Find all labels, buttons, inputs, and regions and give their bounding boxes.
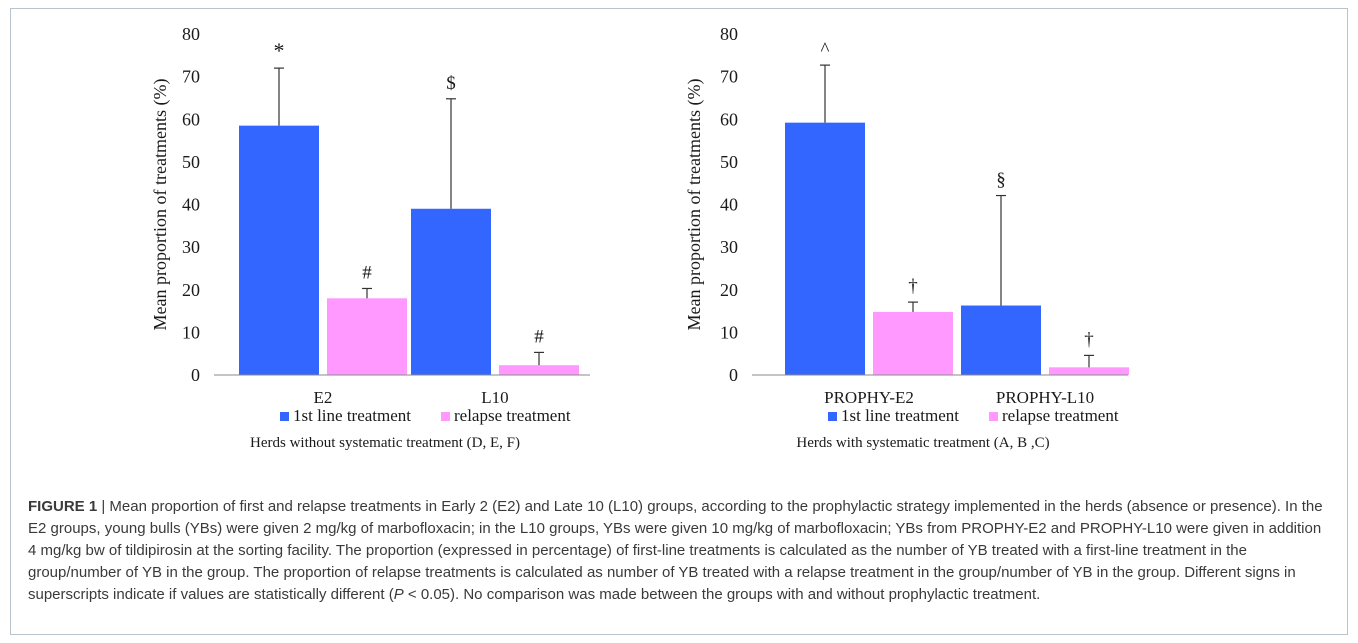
- y-tick-label: 20: [182, 280, 200, 300]
- bar-relapse: [873, 311, 953, 375]
- legend-swatch: [989, 412, 998, 421]
- chart-panel-1: 0 10 20 30 40 50 60 70 80 Mean proportion of trea…: [150, 24, 590, 451]
- bar-relapse: [499, 365, 579, 375]
- y-tick-label: 30: [720, 237, 738, 257]
- legend-label: 1st line treatment: [841, 406, 959, 425]
- significance-mark: #: [534, 326, 544, 347]
- y-tick-label: 0: [729, 365, 738, 385]
- caption-text-part2: < 0.05). No comparison was made between …: [403, 586, 1041, 603]
- y-tick-label: 10: [720, 322, 738, 342]
- chart-title: Herds without systematic treatment (D, E…: [250, 435, 520, 451]
- y-tick-label: 50: [182, 152, 200, 172]
- y-axis-label: Mean proportion of treatments (%): [684, 79, 705, 331]
- figure-frame: [10, 8, 1348, 635]
- category-label: PROPHY-L10: [996, 388, 1094, 407]
- y-tick-label: 50: [720, 152, 738, 172]
- significance-mark: †: [1084, 329, 1094, 350]
- bar-relapse: [1049, 367, 1129, 375]
- figure-caption: FIGURE 1 | Mean proportion of first and …: [28, 496, 1328, 606]
- y-tick-label: 70: [182, 67, 200, 87]
- legend-label: relapse treatment: [454, 406, 571, 425]
- y-axis-label: Mean proportion of treatments (%): [150, 79, 171, 331]
- significance-mark: §: [996, 170, 1006, 191]
- y-tick-label: 10: [182, 322, 200, 342]
- legend-swatch: [441, 412, 450, 421]
- significance-mark: *: [274, 38, 285, 63]
- bar-first-line: [411, 208, 491, 375]
- legend-label: 1st line treatment: [293, 406, 411, 425]
- significance-mark: ^: [821, 39, 830, 60]
- y-tick-label: 30: [182, 237, 200, 257]
- y-tick-label: 40: [182, 195, 200, 215]
- caption-p-symbol: P: [393, 586, 404, 603]
- bar-first-line: [239, 125, 319, 375]
- caption-separator: |: [97, 498, 110, 515]
- y-tick-label: 60: [720, 109, 738, 129]
- y-tick-label: 40: [720, 195, 738, 215]
- significance-mark: $: [446, 73, 456, 94]
- category-label: PROPHY-E2: [824, 388, 914, 407]
- caption-text-part1: Mean proportion of first and relapse tre…: [28, 498, 1323, 603]
- y-tick-label: 80: [182, 24, 200, 44]
- bar-first-line: [785, 122, 865, 375]
- chart-title: Herds with systematic treatment (A, B ,C…: [796, 435, 1049, 451]
- significance-mark: #: [362, 262, 372, 283]
- legend-swatch: [828, 412, 837, 421]
- y-tick-label: 60: [182, 109, 200, 129]
- figure-charts: 0 10 20 30 40 50 60 70 80 Mean proportion of trea…: [150, 24, 1129, 451]
- legend-swatch: [280, 412, 289, 421]
- caption-figure-label: FIGURE 1: [28, 498, 98, 515]
- category-label: L10: [481, 388, 508, 407]
- y-tick-label: 0: [191, 365, 200, 385]
- y-tick-label: 70: [720, 67, 738, 87]
- y-tick-label: 80: [720, 24, 738, 44]
- bar-first-line: [961, 305, 1041, 375]
- bar-relapse: [327, 298, 407, 375]
- y-tick-label: 20: [720, 280, 738, 300]
- category-label: E2: [314, 388, 333, 407]
- legend-label: relapse treatment: [1002, 406, 1119, 425]
- chart-panel-2: 0 10 20 30 40 50 60 70 80 Mean proportion of trea…: [684, 24, 1129, 451]
- significance-mark: †: [908, 276, 918, 297]
